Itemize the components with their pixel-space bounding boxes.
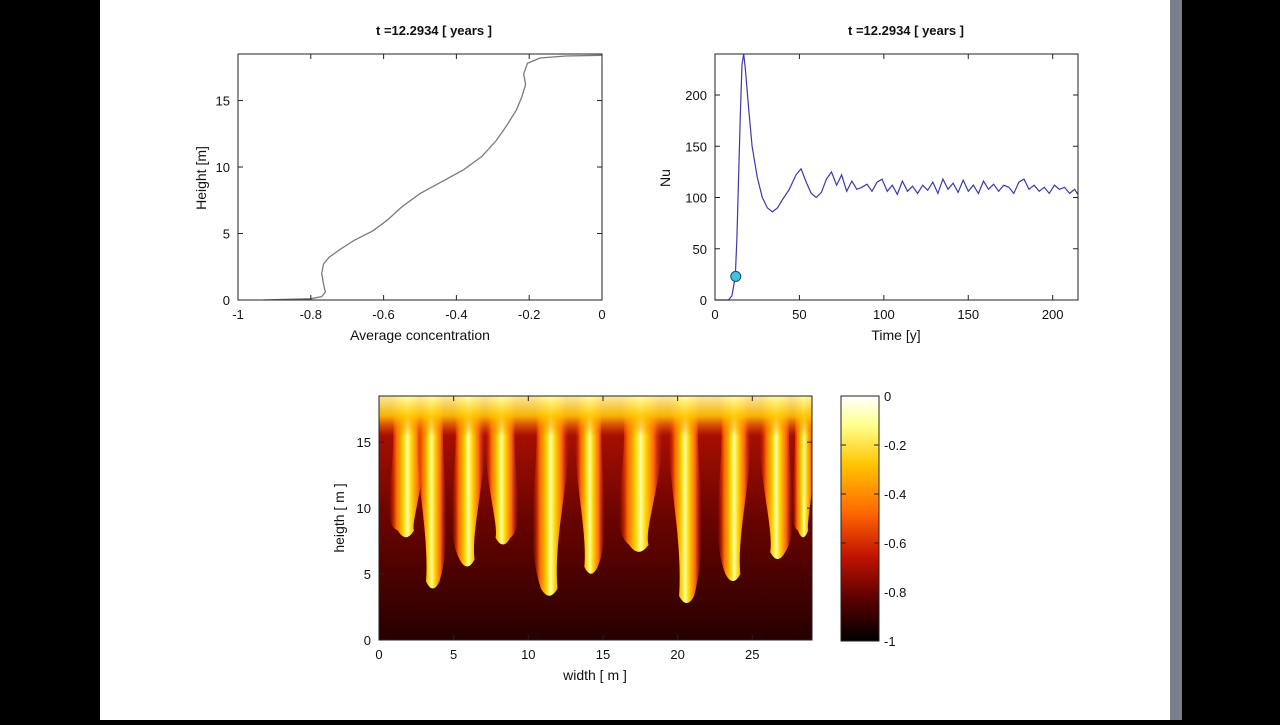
heatmap-top-layer: [379, 396, 812, 436]
colorbar-tick-label: -1: [884, 634, 896, 649]
heatmap-xtick-label: 5: [450, 647, 457, 662]
nusselt-xtick-label: 150: [957, 307, 979, 322]
nusselt-xtick-label: 0: [711, 307, 718, 322]
profile-plot: t =12.2934 [ years ] -1 -0.8 -0.6 -0.4 -0.2 0…: [193, 23, 606, 343]
nusselt-xtick-label: 100: [873, 307, 895, 322]
heatmap-ytick-label: 5: [364, 567, 371, 582]
profile-ytick-label: 15: [216, 94, 230, 109]
nusselt-ytick-label: 50: [693, 242, 707, 257]
profile-ytick-label: 0: [223, 293, 230, 308]
heatmap-axes-box: [378, 395, 813, 641]
nusselt-ylabel: Nu: [657, 169, 673, 187]
heatmap-xtick-label: 10: [521, 647, 535, 662]
profile-ylabel: Height [m]: [193, 146, 209, 210]
profile-series: [263, 54, 603, 301]
colorbar-tick-label: 0: [884, 389, 891, 404]
profile-ytick-label: 5: [223, 227, 230, 242]
heatmap-ticks: 0 5 10 15 20 25 0 5 10 15: [357, 396, 812, 662]
profile-line: [263, 54, 603, 301]
nusselt-plot: t =12.2934 [ years ] 0 50 100 150 200 0 50 100 1…: [657, 23, 1079, 343]
profile-xtick-label: 0: [598, 307, 605, 322]
colorbar: [840, 395, 880, 642]
colorbar-tick-label: -0.2: [884, 438, 906, 453]
colorbar-ticks: 0 -0.2 -0.4 -0.6 -0.8 -1: [841, 389, 906, 649]
heatmap-ytick-label: 10: [357, 501, 371, 516]
colorbar-tick-label: -0.6: [884, 536, 906, 551]
colorbar-tick-label: -0.8: [884, 585, 906, 600]
heatmap-plume: [532, 396, 570, 596]
heatmap-plume: [574, 396, 605, 574]
nusselt-ticks: 0 50 100 150 200 0 50 100 150 200: [685, 54, 1078, 322]
heatmap-ytick-label: 15: [357, 435, 371, 450]
heatmap-plume: [416, 396, 447, 589]
nusselt-ytick-label: 100: [685, 191, 707, 206]
nusselt-xtick-label: 200: [1042, 307, 1064, 322]
nusselt-ytick-label: 0: [700, 293, 707, 308]
heatmap-xlabel: width [ m ]: [562, 667, 627, 683]
nusselt-axes-box: [714, 53, 1079, 301]
nusselt-line: [715, 53, 1079, 301]
nusselt-ytick-label: 150: [685, 139, 707, 154]
heatmap-xtick-label: 25: [745, 647, 759, 662]
profile-xlabel: Average concentration: [350, 327, 490, 343]
nusselt-xtick-label: 50: [792, 307, 806, 322]
heatmap-plume: [759, 396, 794, 560]
profile-ytick-label: 10: [216, 160, 230, 175]
profile-xtick-label: -0.8: [300, 307, 322, 322]
profile-xtick-label: -0.6: [372, 307, 394, 322]
current-time-marker: [730, 270, 742, 282]
heatmap-xtick-label: 15: [596, 647, 610, 662]
heatmap-ytick-label: 0: [364, 633, 371, 648]
heatmap-plume: [717, 396, 752, 582]
colorbar-tick-label: -0.4: [884, 487, 906, 502]
nusselt-series: [715, 53, 1079, 301]
heatmap-xtick-label: 20: [670, 647, 684, 662]
right-edge-noise: [1170, 0, 1182, 720]
concentration-heatmap: 0 5 10 15 20 25 0 5 10 15 width [ m ] heigth [ m …: [331, 389, 906, 683]
profile-xtick-label: -1: [232, 307, 244, 322]
heatmap-plume: [451, 396, 486, 567]
nusselt-title: t =12.2934 [ years ]: [848, 23, 964, 38]
nusselt-ytick-label: 200: [685, 88, 707, 103]
profile-axes-box: [237, 53, 603, 301]
profile-xtick-label: -0.4: [445, 307, 467, 322]
profile-xtick-label: -0.2: [518, 307, 540, 322]
heatmap-plume: [668, 396, 702, 604]
nusselt-xlabel: Time [y]: [871, 327, 920, 343]
profile-title: t =12.2934 [ years ]: [376, 23, 492, 38]
heatmap-ylabel: heigth [ m ]: [331, 483, 347, 552]
heatmap-xtick-label: 0: [375, 647, 382, 662]
